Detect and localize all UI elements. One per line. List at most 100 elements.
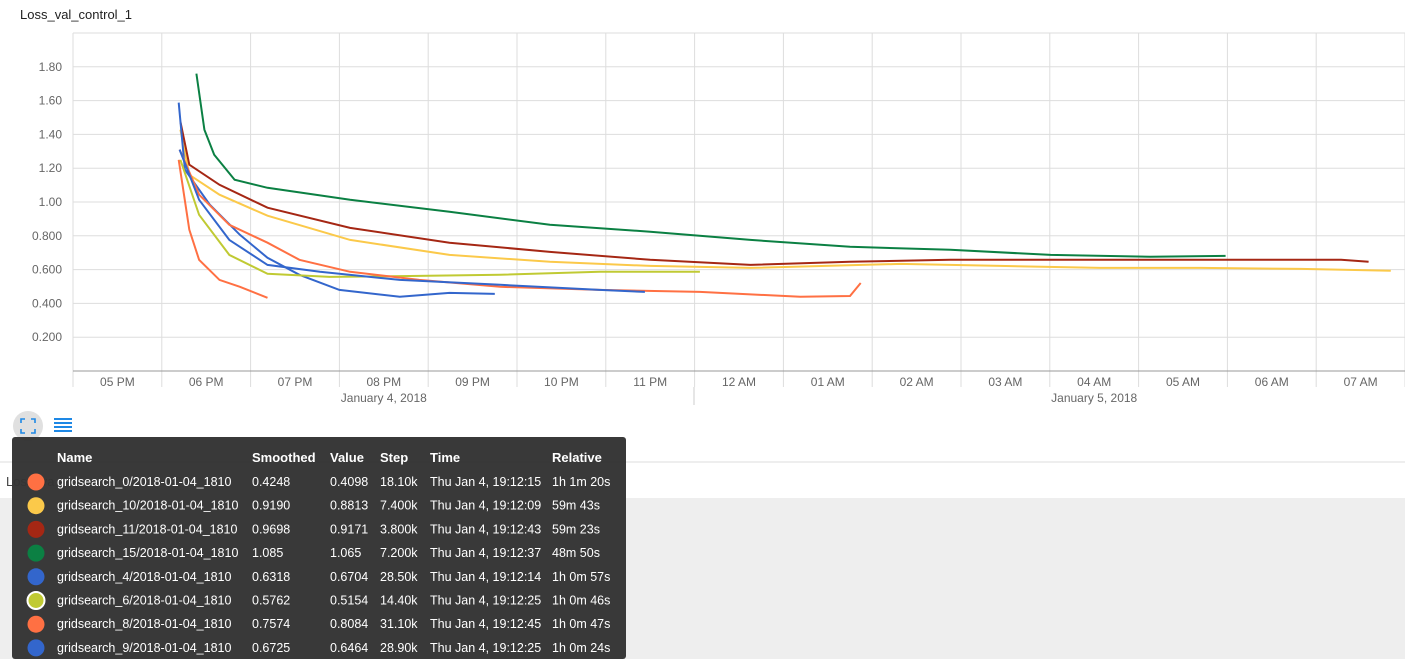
x-tick-label: 01 AM (811, 375, 845, 389)
y-tick-label: 0.600 (32, 263, 62, 277)
x-tick-label: 06 AM (1255, 375, 1289, 389)
legend-swatch (27, 520, 45, 538)
series-name: gridsearch_0/2018-01-04_1810 (57, 475, 231, 489)
x-tick-label: 05 AM (1166, 375, 1200, 389)
tooltip-cell: 0.6318 (252, 570, 290, 584)
tooltip-cell: 1h 0m 24s (552, 641, 610, 655)
legend-swatch (27, 473, 45, 491)
y-tick-label: 1.40 (39, 127, 63, 141)
tooltip-cell: Thu Jan 4, 19:12:15 (430, 475, 541, 489)
tooltip-cell: 0.4248 (252, 475, 290, 489)
x-tick-label: 06 PM (189, 375, 224, 389)
series-name: gridsearch_8/2018-01-04_1810 (57, 617, 231, 631)
fullscreen-button[interactable] (13, 411, 43, 441)
tooltip-cell: 0.6704 (330, 570, 368, 584)
y-tick-label: 1.60 (39, 94, 63, 108)
legend-swatch (27, 615, 45, 633)
x-tick-label: 08 PM (366, 375, 401, 389)
series-name: gridsearch_15/2018-01-04_1810 (57, 546, 238, 560)
tooltip-cell: 59m 23s (552, 522, 600, 536)
tooltip-cell: 0.8813 (330, 499, 368, 513)
tooltip-cell: 1h 0m 57s (552, 570, 610, 584)
series-line (177, 159, 268, 299)
tooltip-cell: Thu Jan 4, 19:12:43 (430, 522, 541, 536)
tooltip-header: Time (430, 450, 460, 465)
tooltip-cell: 7.400k (380, 499, 418, 513)
tooltip-cell: Thu Jan 4, 19:12:25 (430, 641, 541, 655)
tooltip-cell: 1.065 (330, 546, 361, 560)
series-line (179, 121, 1369, 266)
y-tick-label: 1.20 (39, 161, 63, 175)
series-line (195, 73, 1226, 258)
x-tick-label: 12 AM (722, 375, 756, 389)
y-tick-label: 0.200 (32, 330, 62, 344)
tooltip-header: Value (330, 450, 364, 465)
series-name: gridsearch_11/2018-01-04_1810 (57, 522, 238, 536)
legend-swatch (26, 591, 46, 610)
legend-swatch (27, 497, 45, 515)
tooltip-cell: 1h 1m 20s (552, 475, 610, 489)
y-tick-label: 0.400 (32, 296, 62, 310)
tooltip-cell: 18.10k (380, 475, 418, 489)
tooltip-cell: 0.9171 (330, 522, 368, 536)
y-tick-label: 0.800 (32, 229, 62, 243)
tooltip-cell: 0.6725 (252, 641, 290, 655)
tooltip-cell: 28.90k (380, 641, 418, 655)
tooltip-header: Relative (552, 450, 602, 465)
legend-swatch (27, 568, 45, 586)
tooltip-cell: 0.5154 (330, 594, 368, 608)
tooltip-cell: 0.9698 (252, 522, 290, 536)
x-tick-label: 02 AM (900, 375, 934, 389)
tooltip-cell: 48m 50s (552, 546, 600, 560)
series-name: gridsearch_9/2018-01-04_1810 (57, 641, 231, 655)
tooltip-cell: 28.50k (380, 570, 418, 584)
list-icon (54, 418, 72, 432)
tooltip-cell: 1.085 (252, 546, 283, 560)
legend-swatch (27, 544, 45, 562)
tooltip-cell: 0.7574 (252, 617, 290, 631)
tooltip-cell: 0.5762 (252, 594, 290, 608)
plot: 0.200 0.400 0.600 0.800 1.00 1.20 1.40 1.60 1.80… (32, 32, 1405, 405)
tooltip-table: Name Smoothed Value Step Time Relative gridsea… (26, 450, 610, 657)
y-tick-label: 1.80 (39, 60, 63, 74)
tooltip-cell: 1h 0m 47s (552, 617, 610, 631)
tooltip-cell: 0.6464 (330, 641, 368, 655)
x-date-label: January 4, 2018 (341, 391, 427, 405)
tooltip-cell: 7.200k (380, 546, 418, 560)
tooltip-cell: 14.40k (380, 594, 418, 608)
tooltip-cell: Thu Jan 4, 19:12:09 (430, 499, 541, 513)
toggle-list-button[interactable] (53, 418, 72, 434)
series-name: gridsearch_6/2018-01-04_1810 (57, 594, 231, 608)
tooltip-header: Name (57, 450, 92, 465)
series-line (179, 159, 700, 278)
series-line (178, 149, 645, 293)
tooltip-cell: 0.8084 (330, 617, 368, 631)
chart-title: Loss_val_control_1 (20, 7, 132, 22)
legend-swatch (27, 639, 45, 657)
series-name: gridsearch_4/2018-01-04_1810 (57, 570, 231, 584)
x-tick-label: 10 PM (544, 375, 579, 389)
tooltip-cell: Thu Jan 4, 19:12:25 (430, 594, 541, 608)
series-name: gridsearch_10/2018-01-04_1810 (57, 499, 238, 513)
tooltip-header: Step (380, 450, 408, 465)
tooltip-cell: 0.4098 (330, 475, 368, 489)
tooltip-cell: 59m 43s (552, 499, 600, 513)
x-tick-label: 03 AM (988, 375, 1022, 389)
x-tick-label: 05 PM (100, 375, 135, 389)
x-tick-label: 09 PM (455, 375, 490, 389)
tooltip-cell: Thu Jan 4, 19:12:37 (430, 546, 541, 560)
tooltip-cell: 31.10k (380, 617, 418, 631)
tooltip-cell: 0.9190 (252, 499, 290, 513)
fullscreen-icon (20, 418, 36, 434)
tooltip-cell: Thu Jan 4, 19:12:45 (430, 617, 541, 631)
tooltip-cell: 1h 0m 46s (552, 594, 610, 608)
x-tick-label: 07 AM (1344, 375, 1378, 389)
tooltip-header: Smoothed (252, 450, 316, 465)
series-line (179, 129, 1391, 272)
x-tick-label: 07 PM (278, 375, 313, 389)
x-tick-label: 11 PM (633, 375, 667, 389)
tooltip-cell: 3.800k (380, 522, 418, 536)
y-tick-label: 1.00 (39, 195, 63, 209)
